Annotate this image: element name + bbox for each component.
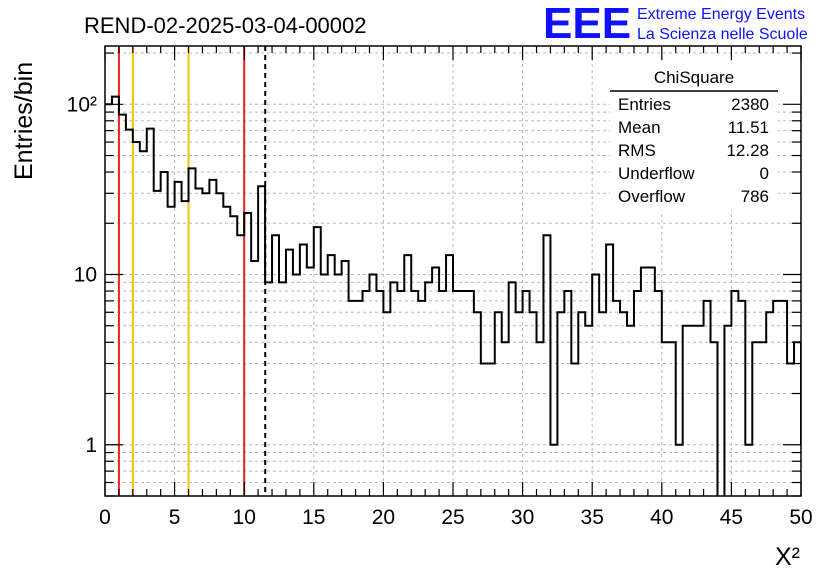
x-tick-label: 45 [720, 506, 743, 529]
x-tick-label: 35 [581, 506, 604, 529]
stats-box-background [610, 62, 778, 210]
stats-value-mean: 11.51 [728, 118, 769, 137]
logo-line-1: Extreme Energy Events [637, 6, 805, 23]
y-tick-label: 10 [74, 264, 97, 287]
stats-label-underflow: Underflow [618, 164, 695, 183]
x-tick-label: 10 [233, 506, 256, 529]
tick-labels: 0 5 10 15 20 25 30 35 40 45 50 1 10 10² [67, 93, 813, 529]
stats-label-overflow: Overflow [618, 187, 686, 206]
y-axis-title: Entries/bin [10, 62, 38, 180]
x-axis-title: X² [775, 543, 800, 571]
y-tick-label: 10² [67, 93, 97, 116]
stats-value-underflow: 0 [760, 164, 769, 183]
x-tick-label: 50 [789, 506, 812, 529]
x-tick-label: 5 [169, 506, 181, 529]
eee-logo: EEE [543, 0, 631, 48]
x-tick-label: 40 [650, 506, 673, 529]
stats-value-entries: 2380 [731, 95, 769, 114]
x-tick-label: 15 [302, 506, 325, 529]
stats-label-mean: Mean [618, 118, 661, 137]
x-tick-label: 25 [441, 506, 464, 529]
chart-title: REND-02-2025-03-04-00002 [84, 13, 367, 38]
stats-value-overflow: 786 [741, 187, 769, 206]
stats-value-rms: 12.28 [726, 141, 769, 160]
x-tick-label: 20 [372, 506, 395, 529]
y-tick-label: 1 [85, 434, 97, 457]
axes [104, 45, 802, 497]
x-tick-label: 0 [99, 506, 111, 529]
stats-title: ChiSquare [654, 68, 734, 87]
stats-label-entries: Entries [618, 95, 671, 114]
histogram-series [105, 95, 801, 496]
stats-box: ChiSquare Entries 2380 Mean 11.51 RMS 12… [610, 62, 778, 210]
logo-line-2: La Scienza nelle Scuole [637, 26, 808, 43]
stats-label-rms: RMS [618, 141, 656, 160]
x-tick-label: 30 [511, 506, 534, 529]
